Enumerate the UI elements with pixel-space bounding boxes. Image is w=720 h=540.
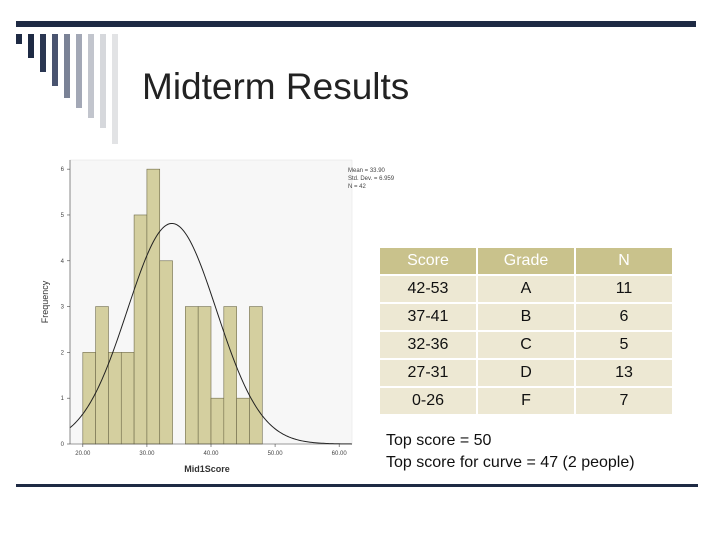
cell-n: 13 xyxy=(576,360,672,386)
histogram-bar xyxy=(146,168,161,445)
histogram-bar xyxy=(249,306,263,445)
histogram-chart: 0 1 2 3 4 5 6 20.00 30.00 40.00 50.00 60.00 Frequen… xyxy=(40,159,395,474)
cell-grade: F xyxy=(478,388,574,414)
table-row: 27-31 D 13 xyxy=(380,360,672,386)
x-tick-label: 60.00 xyxy=(332,451,348,457)
header-grade: Grade xyxy=(478,248,574,274)
cell-score: 32-36 xyxy=(380,332,476,358)
y-tick-label: 4 xyxy=(61,259,65,265)
y-tick-label: 0 xyxy=(61,442,65,448)
histogram-bar xyxy=(95,306,109,445)
x-tick-label: 20.00 xyxy=(75,451,91,457)
histogram-bar xyxy=(236,397,250,445)
cell-grade: D xyxy=(478,360,574,386)
cell-score: 27-31 xyxy=(380,360,476,386)
cell-grade: C xyxy=(478,332,574,358)
cell-score: 37-41 xyxy=(380,304,476,330)
stats-mean: Mean = 33.90 xyxy=(348,168,386,174)
table-row: 42-53 A 11 xyxy=(380,276,672,302)
histogram-bar xyxy=(197,306,212,445)
y-tick-label: 5 xyxy=(61,213,65,219)
histogram-bar xyxy=(108,352,122,445)
histogram-bar xyxy=(82,352,96,445)
x-tick-label: 50.00 xyxy=(268,451,284,457)
histogram-bar xyxy=(120,352,135,445)
top-score-note: Top score = 50 xyxy=(386,432,492,449)
grade-table-header-row: Score Grade N xyxy=(380,248,672,274)
histogram-bar xyxy=(133,214,148,445)
table-row: 32-36 C 5 xyxy=(380,332,672,358)
stats-legend: Mean = 33.90 Std. Dev. = 6.959 N = 42 xyxy=(348,168,395,190)
cell-grade: A xyxy=(478,276,574,302)
stats-n: N = 42 xyxy=(348,184,367,190)
x-axis-label: Mid1Score xyxy=(184,464,230,474)
cell-score: 0-26 xyxy=(380,388,476,414)
bottom-rule xyxy=(16,484,698,487)
histogram-bars xyxy=(82,168,263,445)
x-tick-label: 30.00 xyxy=(139,451,155,457)
stats-sd: Std. Dev. = 6.959 xyxy=(348,176,395,182)
notes: Top score = 50 Top score for curve = 47 … xyxy=(386,430,635,474)
y-tick-label: 6 xyxy=(61,167,65,173)
cell-n: 6 xyxy=(576,304,672,330)
y-tick-label: 1 xyxy=(61,396,65,402)
header-n: N xyxy=(576,248,672,274)
cell-grade: B xyxy=(478,304,574,330)
top-rule xyxy=(16,21,696,27)
curve-score-note: Top score for curve = 47 (2 people) xyxy=(386,454,635,471)
table-row: 0-26 F 7 xyxy=(380,388,672,414)
cell-n: 5 xyxy=(576,332,672,358)
grade-table: Score Grade N 42-53 A 11 37-41 B 6 32-36… xyxy=(378,246,674,416)
cell-score: 42-53 xyxy=(380,276,476,302)
normal-curve xyxy=(69,222,353,445)
header-score: Score xyxy=(380,248,476,274)
decorative-bars xyxy=(16,34,118,144)
axes: 0 1 2 3 4 5 6 20.00 30.00 40.00 50.00 60.00 xyxy=(61,160,352,457)
histogram-bar xyxy=(159,260,173,445)
y-tick-label: 2 xyxy=(61,350,65,356)
histogram-bar xyxy=(210,397,225,445)
y-tick-label: 3 xyxy=(61,305,65,311)
table-row: 37-41 B 6 xyxy=(380,304,672,330)
cell-n: 11 xyxy=(576,276,672,302)
cell-n: 7 xyxy=(576,388,672,414)
histogram-bar xyxy=(223,306,237,445)
histogram-bar xyxy=(185,306,199,445)
slide-title: Midterm Results xyxy=(142,66,410,107)
x-tick-label: 40.00 xyxy=(203,451,219,457)
y-axis-label: Frequency xyxy=(40,280,50,323)
